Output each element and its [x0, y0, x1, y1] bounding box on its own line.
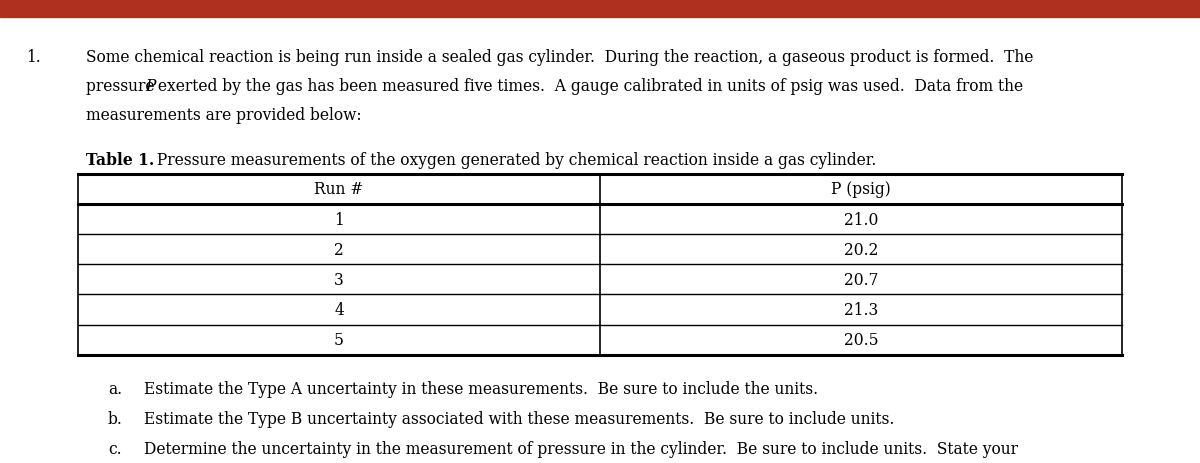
Text: 4: 4	[334, 301, 344, 318]
Text: P (psig): P (psig)	[832, 181, 890, 198]
Text: measurements are provided below:: measurements are provided below:	[86, 107, 362, 124]
Text: 3: 3	[334, 271, 344, 288]
Text: Estimate the Type A uncertainty in these measurements.  Be sure to include the u: Estimate the Type A uncertainty in these…	[144, 381, 818, 397]
Text: 2: 2	[334, 241, 344, 258]
Text: Pressure measurements of the oxygen generated by chemical reaction inside a gas : Pressure measurements of the oxygen gene…	[152, 152, 876, 169]
Text: Some chemical reaction is being run inside a sealed gas cylinder.  During the re: Some chemical reaction is being run insi…	[86, 49, 1033, 66]
Text: 20.7: 20.7	[844, 271, 878, 288]
Text: pressure: pressure	[86, 78, 160, 95]
Text: 1.: 1.	[26, 49, 41, 66]
Text: 1: 1	[334, 211, 344, 228]
Text: 21.3: 21.3	[844, 301, 878, 318]
Text: 21.0: 21.0	[844, 211, 878, 228]
Text: c.: c.	[108, 440, 121, 457]
Text: Determine the uncertainty in the measurement of pressure in the cylinder.  Be su: Determine the uncertainty in the measure…	[144, 440, 1018, 457]
Text: 20.2: 20.2	[844, 241, 878, 258]
Text: Table 1.: Table 1.	[86, 152, 155, 169]
Text: exerted by the gas has been measured five times.  A gauge calibrated in units of: exerted by the gas has been measured fiv…	[154, 78, 1024, 95]
Text: b.: b.	[108, 410, 122, 427]
Text: 20.5: 20.5	[844, 332, 878, 348]
Text: Run #: Run #	[314, 181, 364, 198]
Text: Estimate the Type B uncertainty associated with these measurements.  Be sure to : Estimate the Type B uncertainty associat…	[144, 410, 894, 427]
Text: 5: 5	[334, 332, 344, 348]
Text: P: P	[145, 78, 156, 95]
Text: a.: a.	[108, 381, 122, 397]
